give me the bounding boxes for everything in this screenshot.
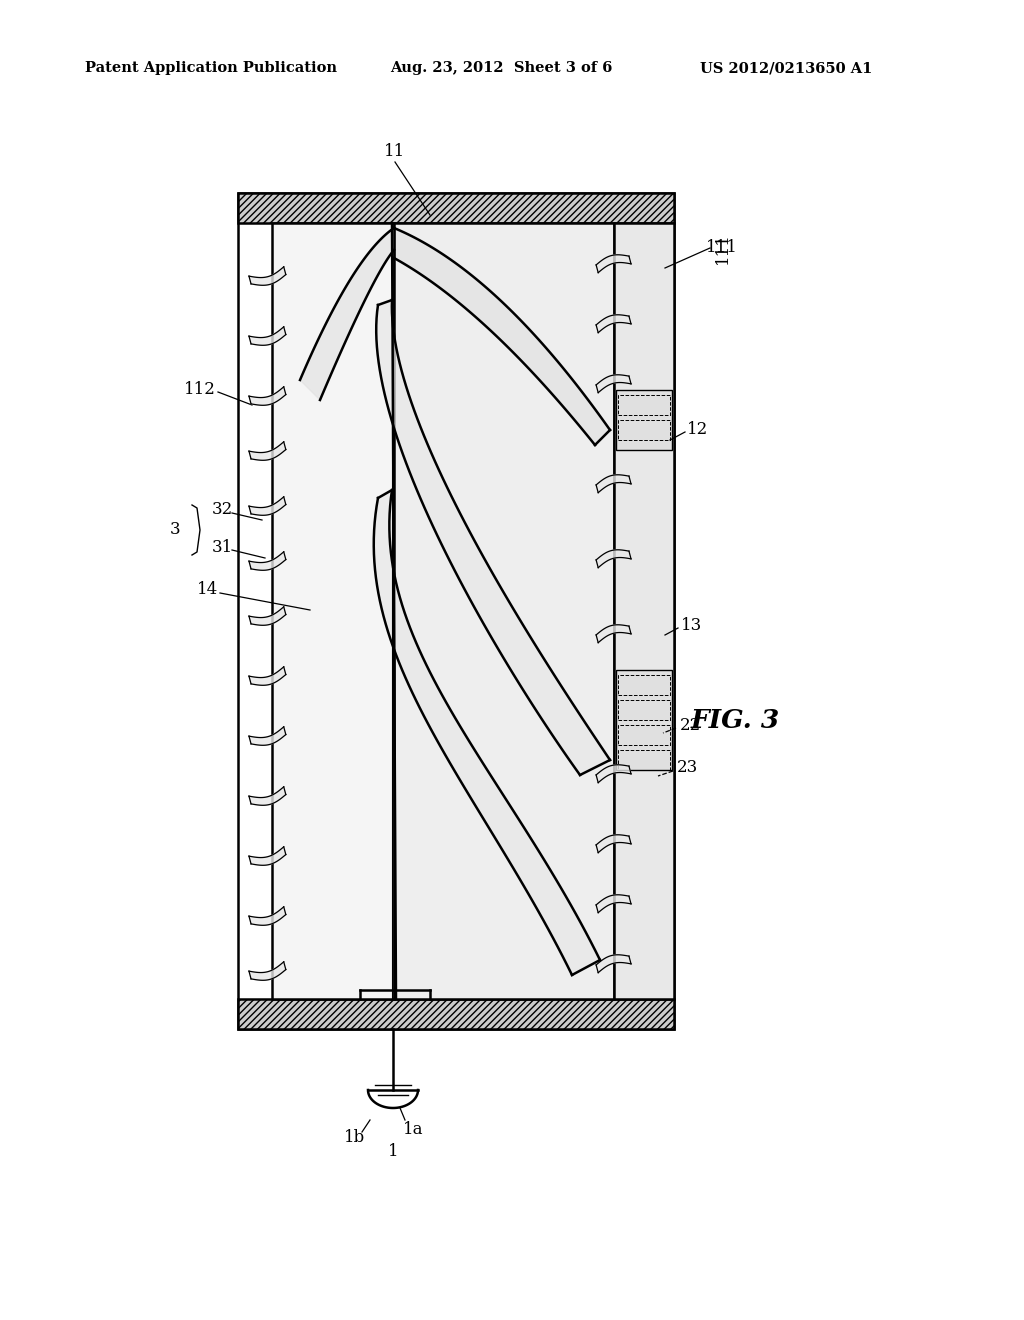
Bar: [618, 395, 670, 414]
Polygon shape: [374, 490, 600, 975]
Bar: [618, 700, 670, 719]
Text: 11: 11: [384, 144, 406, 161]
Bar: [238, 999, 674, 1030]
Text: 111: 111: [714, 232, 730, 264]
Text: 3: 3: [170, 521, 180, 539]
Text: 12: 12: [687, 421, 709, 438]
Polygon shape: [249, 327, 286, 346]
Polygon shape: [249, 787, 286, 805]
Bar: [616, 671, 672, 770]
Polygon shape: [596, 764, 631, 783]
Text: 14: 14: [198, 582, 219, 598]
Text: 1: 1: [388, 1143, 398, 1160]
Text: 22: 22: [679, 717, 700, 734]
Text: 13: 13: [681, 616, 702, 634]
Text: 32: 32: [211, 502, 232, 519]
Polygon shape: [249, 727, 286, 746]
Bar: [618, 675, 670, 696]
Bar: [238, 193, 674, 223]
Polygon shape: [394, 228, 610, 445]
Text: Patent Application Publication: Patent Application Publication: [85, 61, 337, 75]
Bar: [618, 420, 670, 440]
Polygon shape: [596, 834, 631, 853]
Polygon shape: [300, 228, 394, 400]
Text: 23: 23: [677, 759, 697, 776]
Text: 111: 111: [707, 239, 738, 256]
Polygon shape: [249, 552, 286, 570]
Polygon shape: [596, 954, 631, 973]
Polygon shape: [249, 442, 286, 461]
Text: 1b: 1b: [344, 1130, 366, 1147]
Polygon shape: [596, 895, 631, 912]
Polygon shape: [249, 607, 286, 626]
Polygon shape: [249, 267, 286, 285]
Bar: [272, 223, 394, 999]
Bar: [616, 389, 672, 450]
Bar: [394, 223, 614, 999]
Polygon shape: [249, 387, 286, 405]
Bar: [618, 725, 670, 744]
Polygon shape: [596, 255, 631, 273]
Polygon shape: [596, 375, 631, 392]
Text: 1a: 1a: [402, 1122, 423, 1138]
Text: 112: 112: [184, 381, 216, 399]
Bar: [614, 223, 674, 999]
Text: 31: 31: [211, 540, 232, 557]
Polygon shape: [249, 962, 286, 981]
Polygon shape: [249, 496, 286, 515]
Polygon shape: [376, 300, 610, 775]
Polygon shape: [249, 667, 286, 685]
Text: FIG. 3: FIG. 3: [690, 708, 779, 733]
Polygon shape: [249, 907, 286, 925]
Text: Aug. 23, 2012  Sheet 3 of 6: Aug. 23, 2012 Sheet 3 of 6: [390, 61, 612, 75]
Text: US 2012/0213650 A1: US 2012/0213650 A1: [700, 61, 872, 75]
Bar: [238, 193, 674, 1030]
Bar: [618, 750, 670, 770]
Polygon shape: [249, 847, 286, 866]
Polygon shape: [596, 314, 631, 333]
Polygon shape: [596, 550, 631, 568]
Polygon shape: [596, 475, 631, 492]
Polygon shape: [596, 624, 631, 643]
